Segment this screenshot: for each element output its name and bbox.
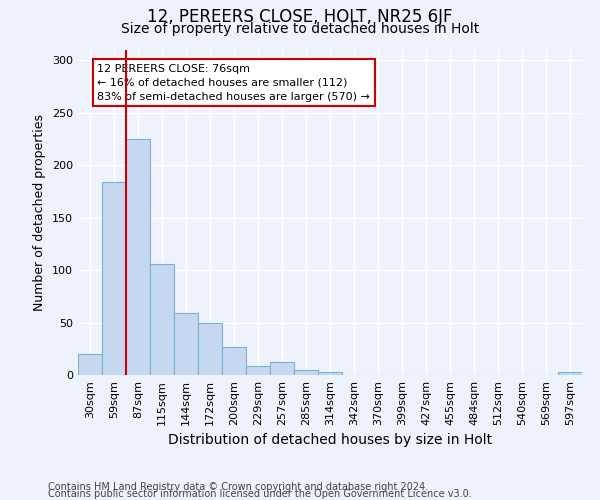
Bar — [150, 264, 174, 375]
Text: Contains HM Land Registry data © Crown copyright and database right 2024.: Contains HM Land Registry data © Crown c… — [48, 482, 428, 492]
Text: 12, PEREERS CLOSE, HOLT, NR25 6JF: 12, PEREERS CLOSE, HOLT, NR25 6JF — [147, 8, 453, 26]
Text: Contains public sector information licensed under the Open Government Licence v3: Contains public sector information licen… — [48, 489, 472, 499]
Bar — [294, 370, 318, 375]
Bar — [198, 322, 222, 375]
X-axis label: Distribution of detached houses by size in Holt: Distribution of detached houses by size … — [168, 434, 492, 448]
Bar — [78, 354, 102, 375]
Text: 12 PEREERS CLOSE: 76sqm
← 16% of detached houses are smaller (112)
83% of semi-d: 12 PEREERS CLOSE: 76sqm ← 16% of detache… — [97, 64, 370, 102]
Y-axis label: Number of detached properties: Number of detached properties — [34, 114, 46, 311]
Bar — [222, 346, 246, 375]
Bar — [558, 372, 582, 375]
Bar — [246, 366, 270, 375]
Bar — [126, 139, 150, 375]
Bar — [318, 372, 342, 375]
Text: Size of property relative to detached houses in Holt: Size of property relative to detached ho… — [121, 22, 479, 36]
Bar — [174, 313, 198, 375]
Bar — [270, 362, 294, 375]
Bar — [102, 182, 126, 375]
